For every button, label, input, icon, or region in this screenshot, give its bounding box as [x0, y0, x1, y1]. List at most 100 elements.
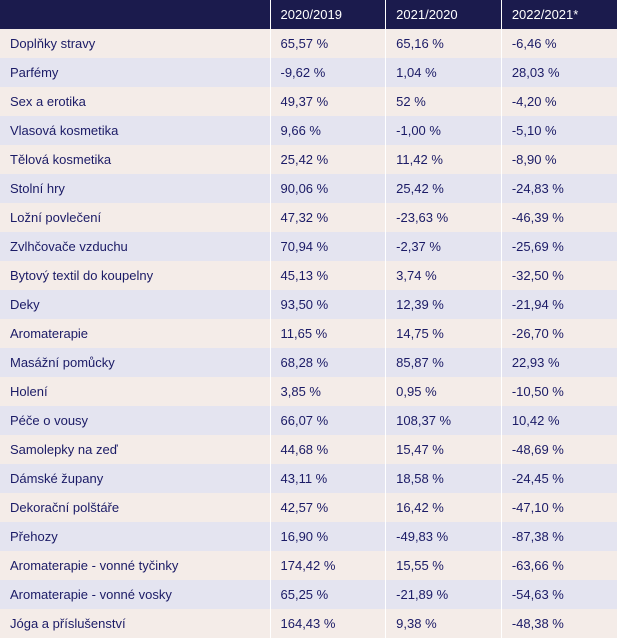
cell-value: 22,93 % [501, 348, 617, 377]
cell-value: 65,16 % [386, 29, 502, 58]
cell-value: 25,42 % [386, 174, 502, 203]
cell-value: -87,38 % [501, 522, 617, 551]
cell-value: 49,37 % [270, 87, 386, 116]
cell-category: Jóga a příslušenství [0, 609, 270, 638]
table-row: Holení3,85 %0,95 %-10,50 % [0, 377, 617, 406]
cell-value: -9,62 % [270, 58, 386, 87]
cell-category: Zvlhčovače vzduchu [0, 232, 270, 261]
cell-category: Sex a erotika [0, 87, 270, 116]
cell-value: 45,13 % [270, 261, 386, 290]
table-row: Masážní pomůcky68,28 %85,87 %22,93 % [0, 348, 617, 377]
cell-category: Masážní pomůcky [0, 348, 270, 377]
col-header-1: 2021/2020 [386, 0, 502, 29]
cell-value: 18,58 % [386, 464, 502, 493]
cell-category: Holení [0, 377, 270, 406]
cell-value: 68,28 % [270, 348, 386, 377]
table-row: Sex a erotika49,37 %52 %-4,20 % [0, 87, 617, 116]
cell-value: 10,42 % [501, 406, 617, 435]
cell-value: -24,83 % [501, 174, 617, 203]
table-row: Doplňky stravy65,57 %65,16 %-6,46 % [0, 29, 617, 58]
table-row: Ložní povlečení47,32 %-23,63 %-46,39 % [0, 203, 617, 232]
table-row: Přehozy16,90 %-49,83 %-87,38 % [0, 522, 617, 551]
cell-value: -63,66 % [501, 551, 617, 580]
cell-category: Vlasová kosmetika [0, 116, 270, 145]
cell-value: -54,63 % [501, 580, 617, 609]
cell-category: Stolní hry [0, 174, 270, 203]
table-row: Deky93,50 %12,39 %-21,94 % [0, 290, 617, 319]
cell-value: -2,37 % [386, 232, 502, 261]
table-row: Vlasová kosmetika9,66 %-1,00 %-5,10 % [0, 116, 617, 145]
cell-value: 9,38 % [386, 609, 502, 638]
cell-value: 28,03 % [501, 58, 617, 87]
cell-value: -26,70 % [501, 319, 617, 348]
cell-category: Dámské župany [0, 464, 270, 493]
col-header-0: 2020/2019 [270, 0, 386, 29]
cell-value: -6,46 % [501, 29, 617, 58]
cell-value: -48,38 % [501, 609, 617, 638]
cell-category: Doplňky stravy [0, 29, 270, 58]
cell-value: 11,65 % [270, 319, 386, 348]
cell-value: 11,42 % [386, 145, 502, 174]
cell-value: 25,42 % [270, 145, 386, 174]
cell-value: 65,25 % [270, 580, 386, 609]
table-row: Aromaterapie - vonné vosky65,25 %-21,89 … [0, 580, 617, 609]
cell-value: 0,95 % [386, 377, 502, 406]
cell-value: -46,39 % [501, 203, 617, 232]
cell-value: 65,57 % [270, 29, 386, 58]
cell-category: Dekorační polštáře [0, 493, 270, 522]
cell-category: Deky [0, 290, 270, 319]
cell-value: 52 % [386, 87, 502, 116]
cell-value: 93,50 % [270, 290, 386, 319]
data-table: 2020/2019 2021/2020 2022/2021* Doplňky s… [0, 0, 617, 638]
cell-category: Ložní povlečení [0, 203, 270, 232]
table-row: Stolní hry90,06 %25,42 %-24,83 % [0, 174, 617, 203]
cell-value: -5,10 % [501, 116, 617, 145]
cell-category: Aromaterapie - vonné vosky [0, 580, 270, 609]
header-row: 2020/2019 2021/2020 2022/2021* [0, 0, 617, 29]
cell-category: Tělová kosmetika [0, 145, 270, 174]
cell-category: Aromaterapie - vonné tyčinky [0, 551, 270, 580]
cell-value: 15,47 % [386, 435, 502, 464]
table-row: Péče o vousy66,07 %108,37 %10,42 % [0, 406, 617, 435]
table-row: Bytový textil do koupelny45,13 %3,74 %-3… [0, 261, 617, 290]
cell-value: -21,94 % [501, 290, 617, 319]
cell-category: Samolepky na zeď [0, 435, 270, 464]
table-row: Zvlhčovače vzduchu70,94 %-2,37 %-25,69 % [0, 232, 617, 261]
cell-value: 15,55 % [386, 551, 502, 580]
cell-value: 16,90 % [270, 522, 386, 551]
cell-category: Péče o vousy [0, 406, 270, 435]
cell-value: -32,50 % [501, 261, 617, 290]
cell-value: 44,68 % [270, 435, 386, 464]
cell-category: Aromaterapie [0, 319, 270, 348]
table-row: Jóga a příslušenství164,43 %9,38 %-48,38… [0, 609, 617, 638]
table-row: Aromaterapie11,65 %14,75 %-26,70 % [0, 319, 617, 348]
cell-value: 12,39 % [386, 290, 502, 319]
cell-value: 164,43 % [270, 609, 386, 638]
cell-value: -47,10 % [501, 493, 617, 522]
cell-value: -24,45 % [501, 464, 617, 493]
table-row: Dámské župany43,11 %18,58 %-24,45 % [0, 464, 617, 493]
cell-value: 43,11 % [270, 464, 386, 493]
cell-value: 85,87 % [386, 348, 502, 377]
cell-value: -25,69 % [501, 232, 617, 261]
cell-value: -8,90 % [501, 145, 617, 174]
cell-value: -21,89 % [386, 580, 502, 609]
cell-value: 9,66 % [270, 116, 386, 145]
col-header-category [0, 0, 270, 29]
cell-value: 3,74 % [386, 261, 502, 290]
cell-value: 174,42 % [270, 551, 386, 580]
cell-value: -49,83 % [386, 522, 502, 551]
cell-value: 90,06 % [270, 174, 386, 203]
cell-value: 14,75 % [386, 319, 502, 348]
cell-value: -1,00 % [386, 116, 502, 145]
cell-value: -4,20 % [501, 87, 617, 116]
cell-value: 47,32 % [270, 203, 386, 232]
cell-value: 66,07 % [270, 406, 386, 435]
table-row: Tělová kosmetika25,42 %11,42 %-8,90 % [0, 145, 617, 174]
cell-value: -48,69 % [501, 435, 617, 464]
cell-category: Přehozy [0, 522, 270, 551]
cell-category: Parfémy [0, 58, 270, 87]
cell-value: 42,57 % [270, 493, 386, 522]
cell-value: 3,85 % [270, 377, 386, 406]
table-row: Samolepky na zeď44,68 %15,47 %-48,69 % [0, 435, 617, 464]
